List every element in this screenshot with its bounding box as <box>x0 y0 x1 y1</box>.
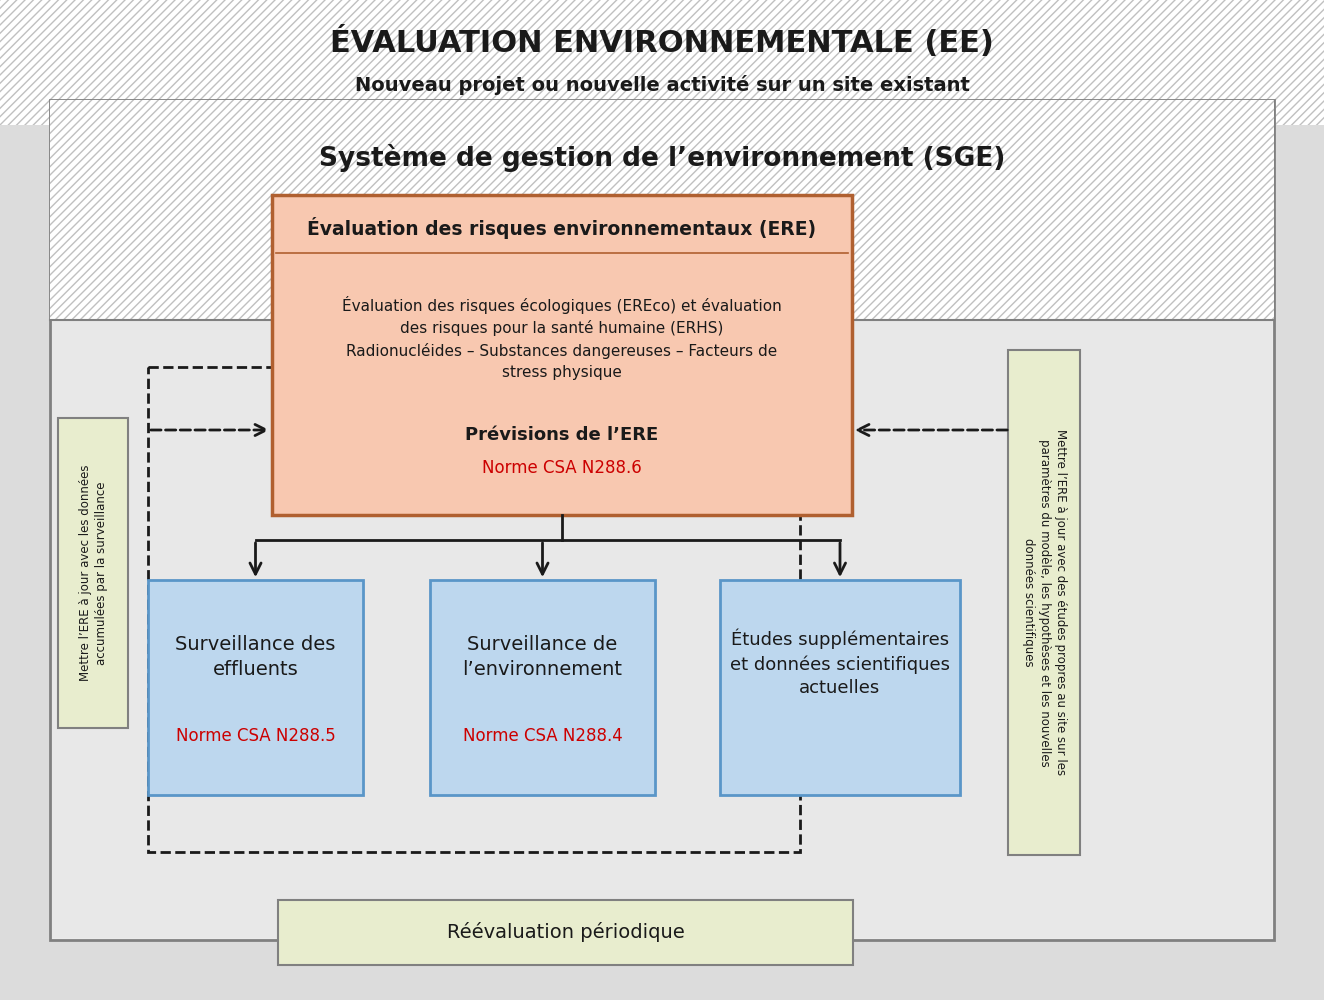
Bar <box>430 580 655 795</box>
Bar <box>271 195 853 515</box>
Text: Réévaluation périodique: Réévaluation périodique <box>446 922 685 942</box>
Bar <box>58 418 128 728</box>
Bar <box>50 100 1274 320</box>
Text: Évaluation des risques écologiques (EREco) et évaluation
des risques pour la san: Évaluation des risques écologiques (EREc… <box>342 296 782 380</box>
Bar <box>720 580 960 795</box>
Text: Surveillance des
effluents: Surveillance des effluents <box>175 635 336 679</box>
Bar <box>0 0 1324 125</box>
Bar <box>148 580 363 795</box>
Bar <box>0 0 1324 125</box>
Bar <box>50 100 1274 320</box>
Text: Norme CSA N288.6: Norme CSA N288.6 <box>482 459 642 477</box>
Bar <box>1008 350 1080 855</box>
Text: Mettre l’ERE à jour avec les données
accumulées par la surveillance: Mettre l’ERE à jour avec les données acc… <box>78 465 107 681</box>
Text: Nouveau projet ou nouvelle activité sur un site existant: Nouveau projet ou nouvelle activité sur … <box>355 75 969 95</box>
Text: Surveillance de
l’environnement: Surveillance de l’environnement <box>462 635 622 679</box>
Bar <box>278 900 853 965</box>
Text: Norme CSA N288.5: Norme CSA N288.5 <box>176 727 335 745</box>
Text: Prévisions de l’ERE: Prévisions de l’ERE <box>465 426 658 444</box>
Bar <box>50 100 1274 940</box>
Bar <box>52 320 1272 938</box>
Text: Études supplémentaires
et données scientifiques
actuelles: Études supplémentaires et données scient… <box>730 629 951 697</box>
Text: Norme CSA N288.4: Norme CSA N288.4 <box>462 727 622 745</box>
Bar <box>148 367 800 852</box>
Text: Mettre l’ERE à jour avec des études propres au site sur les
paramètres du modèle: Mettre l’ERE à jour avec des études prop… <box>1022 429 1067 776</box>
Text: Système de gestion de l’environnement (SGE): Système de gestion de l’environnement (S… <box>319 144 1005 172</box>
Text: ÉVALUATION ENVIRONNEMENTALE (EE): ÉVALUATION ENVIRONNEMENTALE (EE) <box>330 26 994 58</box>
Text: Évaluation des risques environnementaux (ERE): Évaluation des risques environnementaux … <box>307 217 817 239</box>
